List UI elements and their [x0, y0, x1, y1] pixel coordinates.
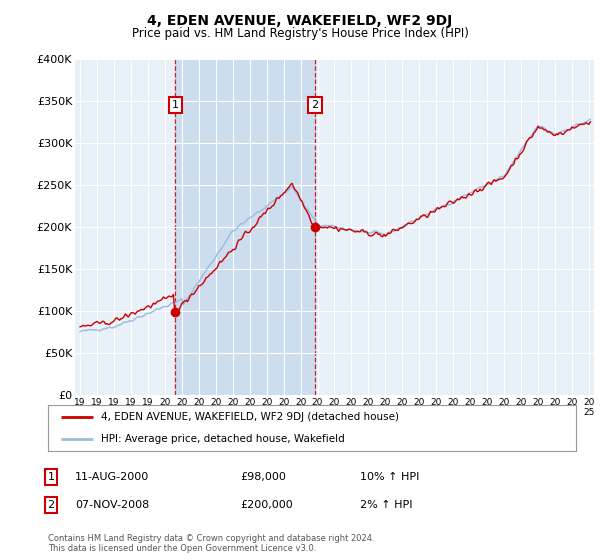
Text: 2: 2 [47, 500, 55, 510]
Text: HPI: Average price, detached house, Wakefield: HPI: Average price, detached house, Wake… [101, 435, 344, 444]
Text: 4, EDEN AVENUE, WAKEFIELD, WF2 9DJ (detached house): 4, EDEN AVENUE, WAKEFIELD, WF2 9DJ (deta… [101, 412, 399, 422]
Text: 1: 1 [47, 472, 55, 482]
Text: Contains HM Land Registry data © Crown copyright and database right 2024.: Contains HM Land Registry data © Crown c… [48, 534, 374, 543]
Text: 07-NOV-2008: 07-NOV-2008 [75, 500, 149, 510]
Text: 4, EDEN AVENUE, WAKEFIELD, WF2 9DJ: 4, EDEN AVENUE, WAKEFIELD, WF2 9DJ [148, 14, 452, 28]
Text: 1: 1 [172, 100, 179, 110]
Bar [175, 59, 315, 395]
Text: 10% ↑ HPI: 10% ↑ HPI [360, 472, 419, 482]
Text: 2: 2 [311, 100, 319, 110]
Text: £98,000: £98,000 [240, 472, 286, 482]
Text: 2% ↑ HPI: 2% ↑ HPI [360, 500, 413, 510]
Text: 11-AUG-2000: 11-AUG-2000 [75, 472, 149, 482]
Text: Price paid vs. HM Land Registry's House Price Index (HPI): Price paid vs. HM Land Registry's House … [131, 27, 469, 40]
Text: This data is licensed under the Open Government Licence v3.0.: This data is licensed under the Open Gov… [48, 544, 316, 553]
Text: £200,000: £200,000 [240, 500, 293, 510]
